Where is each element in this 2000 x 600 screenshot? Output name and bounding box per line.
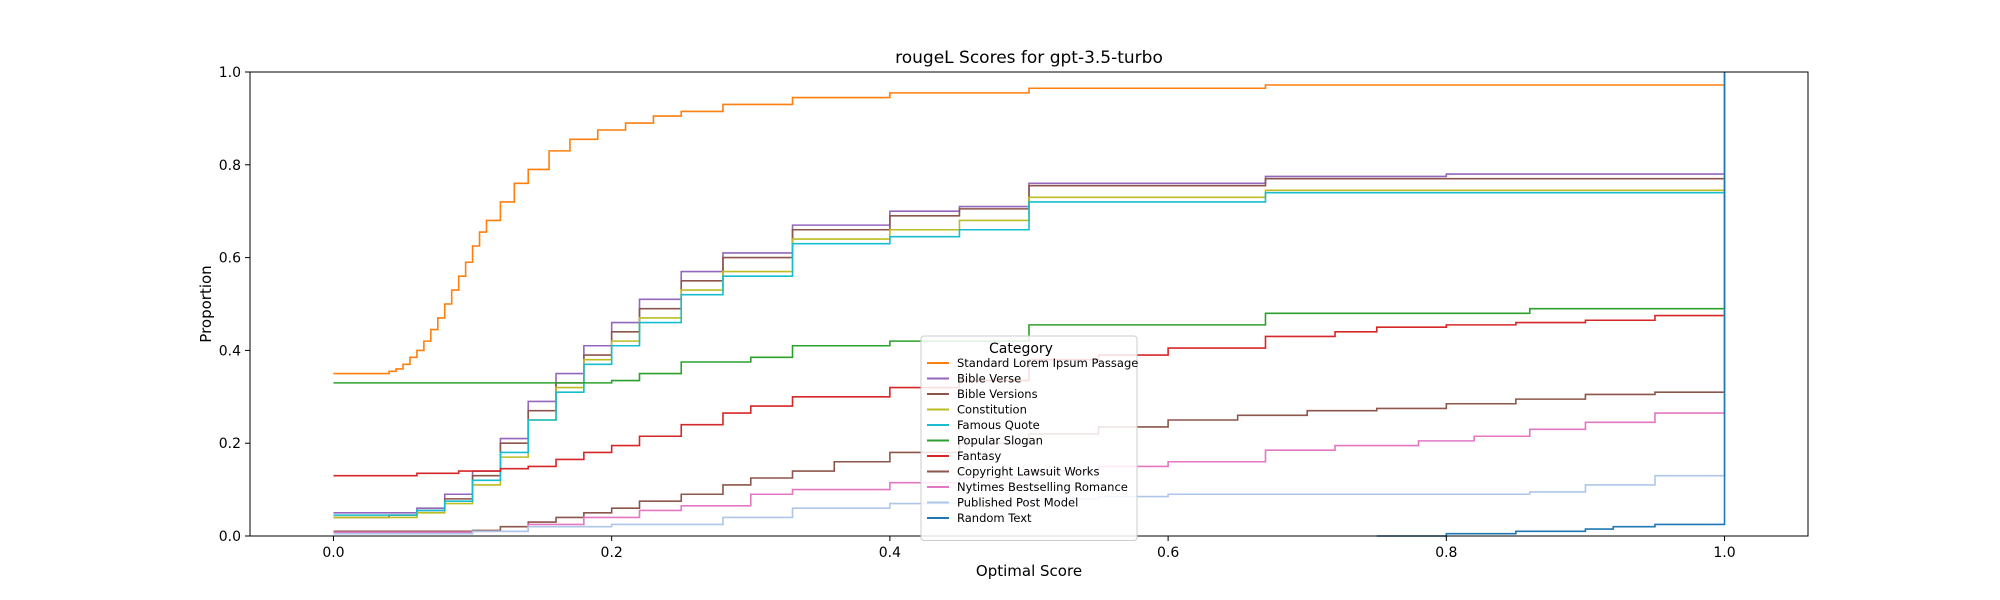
legend-label: Bible Versions [957, 387, 1038, 401]
x-axis-label: Optimal Score [976, 562, 1082, 580]
series-line-famous-quote [333, 72, 1726, 516]
series-line-bible-versions [333, 72, 1726, 519]
y-axis-label: Proportion [197, 265, 215, 342]
series-line-standard-lorem-ipsum-passage [333, 72, 1726, 375]
legend-label: Copyright Lawsuit Works [957, 465, 1099, 479]
x-tick-label: 0.8 [1435, 545, 1457, 561]
legend-label: Published Post Model [957, 496, 1078, 510]
legend-box [920, 335, 1138, 541]
series-line-copyright-lawsuit-works [333, 72, 1726, 533]
y-tick-label: 0.4 [219, 343, 241, 359]
x-tick-label: 0.6 [1157, 545, 1179, 561]
x-tick-label: 0.2 [601, 545, 623, 561]
legend-label: Constitution [957, 403, 1027, 417]
x-tick-label: 1.0 [1713, 545, 1735, 561]
y-tick-label: 0.0 [219, 529, 241, 545]
legend-items: Standard Lorem Ipsum Passage Bible VerseB… [927, 356, 1138, 525]
legend-label: Popular Slogan [957, 434, 1043, 448]
chart-title: rougeL Scores for gpt-3.5-turbo [895, 48, 1163, 68]
y-axis-ticks: 0.0 0.2 0.4 0.6 0.8 1.0 [219, 65, 250, 545]
series-line-popular-slogan [333, 72, 1726, 384]
x-tick-label: 0.4 [879, 545, 901, 561]
legend: Category Standard Lorem Ipsum Passage Bib… [920, 335, 1138, 541]
series-line-fantasy [333, 72, 1726, 477]
legend-label: Nytimes Bestselling Romance [957, 480, 1128, 494]
legend-label: Random Text [957, 511, 1032, 525]
y-tick-label: 0.6 [219, 251, 241, 267]
legend-title: Category [989, 341, 1053, 357]
x-axis-ticks: 0.0 0.2 0.4 0.6 0.8 1.0 [322, 536, 1736, 561]
y-tick-label: 0.8 [219, 158, 241, 174]
x-tick-label: 0.0 [322, 545, 344, 561]
legend-label: Fantasy [957, 449, 1001, 463]
y-tick-label: 1.0 [219, 65, 241, 81]
legend-label: Famous Quote [957, 418, 1040, 432]
legend-label: Standard Lorem Ipsum Passage [957, 356, 1138, 370]
y-tick-label: 0.2 [219, 436, 241, 452]
series-line-random-text [1376, 72, 1726, 537]
legend-label: Bible Verse [957, 372, 1021, 386]
